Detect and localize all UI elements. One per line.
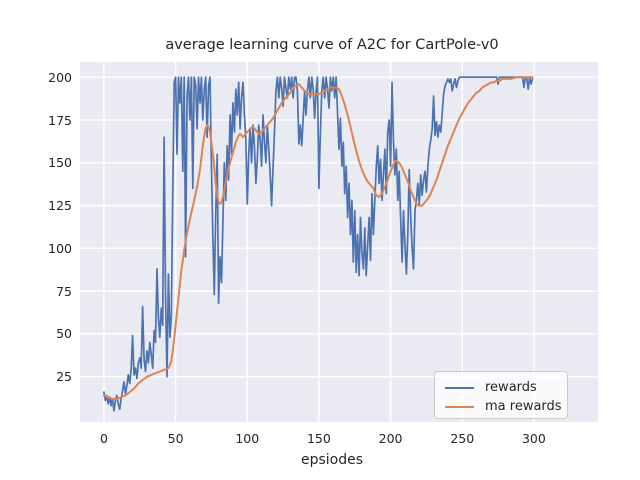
rewards-line-swatch xyxy=(445,386,474,389)
plot-area xyxy=(80,62,598,422)
y-tick-label: 125 xyxy=(48,198,72,214)
x-axis-label: epsiodes xyxy=(300,452,364,468)
x-tick-label: 0 xyxy=(99,431,108,446)
legend: rewards ma rewards xyxy=(434,371,568,419)
x-tick-label: 200 xyxy=(378,431,403,446)
y-tick-label: 100 xyxy=(48,240,72,256)
x-tick-label: 150 xyxy=(306,431,331,446)
chart-title: average learning curve of A2C for CartPo… xyxy=(165,37,499,53)
x-tick-label: 50 xyxy=(167,431,184,446)
legend-label-rewards: rewards xyxy=(485,380,537,395)
y-tick-label: 150 xyxy=(48,155,72,171)
legend-item-ma-rewards: ma rewards xyxy=(445,397,562,416)
ma-rewards-line xyxy=(102,76,534,400)
rewards-line xyxy=(103,76,534,412)
y-tick-label: 50 xyxy=(56,326,72,342)
legend-item-rewards: rewards xyxy=(445,378,559,397)
legend-label-ma-rewards: ma rewards xyxy=(485,399,562,414)
x-tick-label: 100 xyxy=(235,431,260,446)
x-tick-label: 300 xyxy=(521,431,546,446)
y-tick-label: 75 xyxy=(56,283,72,299)
x-tick-label: 250 xyxy=(450,431,475,446)
y-tick-label: 25 xyxy=(56,369,72,385)
ma-rewards-line-swatch xyxy=(445,405,474,408)
y-tick-label: 175 xyxy=(48,112,72,128)
plot-canvas xyxy=(80,62,598,422)
y-tick-label: 200 xyxy=(48,69,72,85)
